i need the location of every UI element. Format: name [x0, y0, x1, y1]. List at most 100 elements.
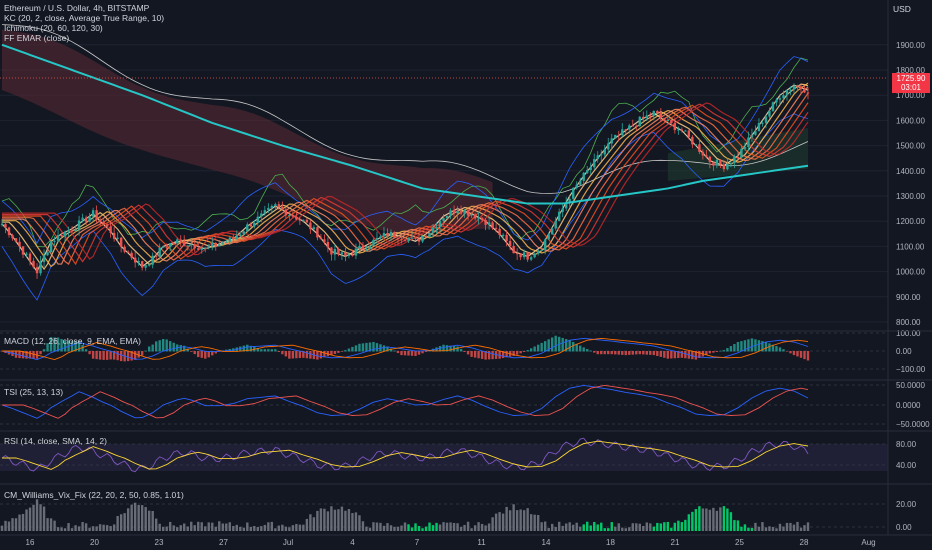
candle-body	[169, 243, 172, 248]
macd-legend[interactable]: MACD (12, 26, close, 9, EMA, EMA)	[4, 336, 141, 346]
vix-bar	[56, 527, 60, 531]
candle-body	[691, 136, 694, 145]
candle-body	[344, 252, 347, 256]
candle-body	[382, 232, 386, 237]
candle-body	[414, 237, 417, 239]
macd-histogram-bar	[165, 339, 168, 352]
macd-histogram-bar	[130, 351, 133, 361]
vix-bar	[764, 527, 768, 531]
macd-histogram-bar	[158, 340, 161, 352]
vix-bar	[249, 526, 253, 531]
candle-body	[614, 134, 617, 139]
macd-histogram-bar	[491, 351, 494, 360]
vix-bar	[28, 507, 32, 531]
vix-bar	[561, 525, 564, 531]
candle-body	[407, 238, 410, 242]
candle-body	[694, 144, 698, 146]
macd-histogram-bar	[579, 345, 582, 352]
candle-body	[589, 167, 592, 171]
macd-histogram-bar	[565, 339, 568, 352]
macd-histogram-bar	[789, 351, 792, 354]
main-price-pane[interactable]: 1900.00 1800.00 1700.00 1600.00 1500.00 1400.…	[0, 24, 925, 327]
vix-bar	[796, 521, 799, 531]
macd-histogram-bar	[319, 351, 323, 359]
candle-body	[140, 261, 144, 268]
macd-histogram-bar	[572, 342, 575, 352]
candle-body	[330, 247, 333, 255]
macd-histogram-bar	[333, 351, 337, 354]
vix-bar	[291, 525, 295, 531]
vix-bar	[225, 523, 228, 531]
macd-histogram-bar	[382, 345, 386, 352]
time-tick-label: 20	[90, 538, 99, 547]
symbol-title[interactable]: Ethereum / U.S. Dollar, 4h, BITSTAMP	[4, 3, 150, 13]
candle-body	[172, 243, 175, 245]
macd-histogram-bar	[179, 345, 182, 352]
candle-body	[768, 110, 771, 117]
last-price-tag: 1725.90 03:01	[892, 73, 930, 93]
vix-bar	[102, 524, 105, 531]
candle-body	[719, 159, 722, 165]
macd-histogram-bar	[624, 351, 627, 356]
vix-bar	[789, 522, 792, 531]
macd-histogram-bar	[284, 351, 288, 357]
macd-histogram-bar	[775, 346, 778, 352]
candle-body	[498, 228, 501, 236]
legend-ffemar[interactable]: FF EMAR (close)	[4, 33, 70, 43]
candle-body	[649, 115, 652, 117]
candle-body	[302, 219, 305, 221]
macd-histogram-bar	[169, 341, 172, 352]
candle-body	[193, 244, 196, 249]
vix-bar	[60, 527, 63, 531]
tsi-pane[interactable]: 50.0000 0.0000 −50.0000	[0, 381, 930, 429]
vix-bar	[256, 527, 260, 531]
price-axis[interactable]: 1900.00 1800.00 1700.00 1600.00 1500.00 1400.…	[896, 41, 925, 327]
vix-pane[interactable]: 20.00 0.00	[0, 499, 917, 532]
candle-body	[253, 222, 256, 227]
candle-body	[803, 88, 806, 93]
macd-histogram-bar	[200, 351, 203, 358]
legend-kc[interactable]: KC (20, 2, close, Average True Range, 10…	[4, 13, 165, 23]
macd-histogram-bar	[642, 351, 645, 355]
candle-body	[232, 237, 235, 240]
vix-bar	[438, 524, 442, 531]
ema-ribbon-line	[2, 86, 809, 265]
pane-tick-label: 80.00	[896, 440, 917, 449]
candle-body	[46, 252, 49, 256]
macd-histogram-bar	[424, 351, 428, 352]
rsi-pane[interactable]: 80.00 40.00	[0, 437, 917, 473]
candle-body	[515, 253, 519, 255]
time-tick-label: 18	[606, 538, 615, 547]
ema-ribbon-line	[2, 92, 809, 265]
macd-histogram-bar	[298, 351, 302, 359]
vix-bar	[550, 523, 554, 531]
legend-ichimoku[interactable]: Ichimoku (20, 60, 120, 30)	[4, 23, 103, 33]
macd-pane[interactable]: 100.00 0.00 −100.00	[0, 329, 926, 374]
vix-bar	[617, 523, 620, 531]
time-tick-label: 21	[671, 538, 680, 547]
vix-bar	[14, 518, 18, 531]
vix-legend[interactable]: CM_Williams_Vix_Fix (22, 20, 2, 50, 0.85…	[4, 490, 184, 500]
vix-bar	[368, 527, 372, 531]
candle-body	[281, 206, 284, 210]
candle-body	[610, 138, 613, 144]
candle-body	[526, 252, 529, 260]
candle-body	[91, 210, 95, 217]
candle-body	[736, 157, 740, 159]
macd-histogram-bar	[21, 351, 25, 359]
time-axis[interactable]: 16 20 23 27 Jul 4 7 11 14 18 21 25 28 Aug	[26, 538, 876, 547]
senkou-span-a	[1, 24, 809, 194]
macd-histogram-bar	[666, 351, 670, 359]
candle-body	[123, 246, 126, 252]
candle-body	[726, 164, 729, 170]
pane-separators[interactable]	[0, 0, 932, 536]
rsi-legend[interactable]: RSI (14, close, SMA, 14, 2)	[4, 436, 107, 446]
vix-bar	[782, 526, 785, 531]
vix-bar	[729, 512, 733, 531]
vix-bar	[656, 522, 659, 531]
candle-body	[56, 235, 60, 241]
vix-bar	[200, 522, 203, 531]
candle-body	[796, 85, 799, 87]
tsi-legend[interactable]: TSI (25, 13, 13)	[4, 387, 64, 397]
